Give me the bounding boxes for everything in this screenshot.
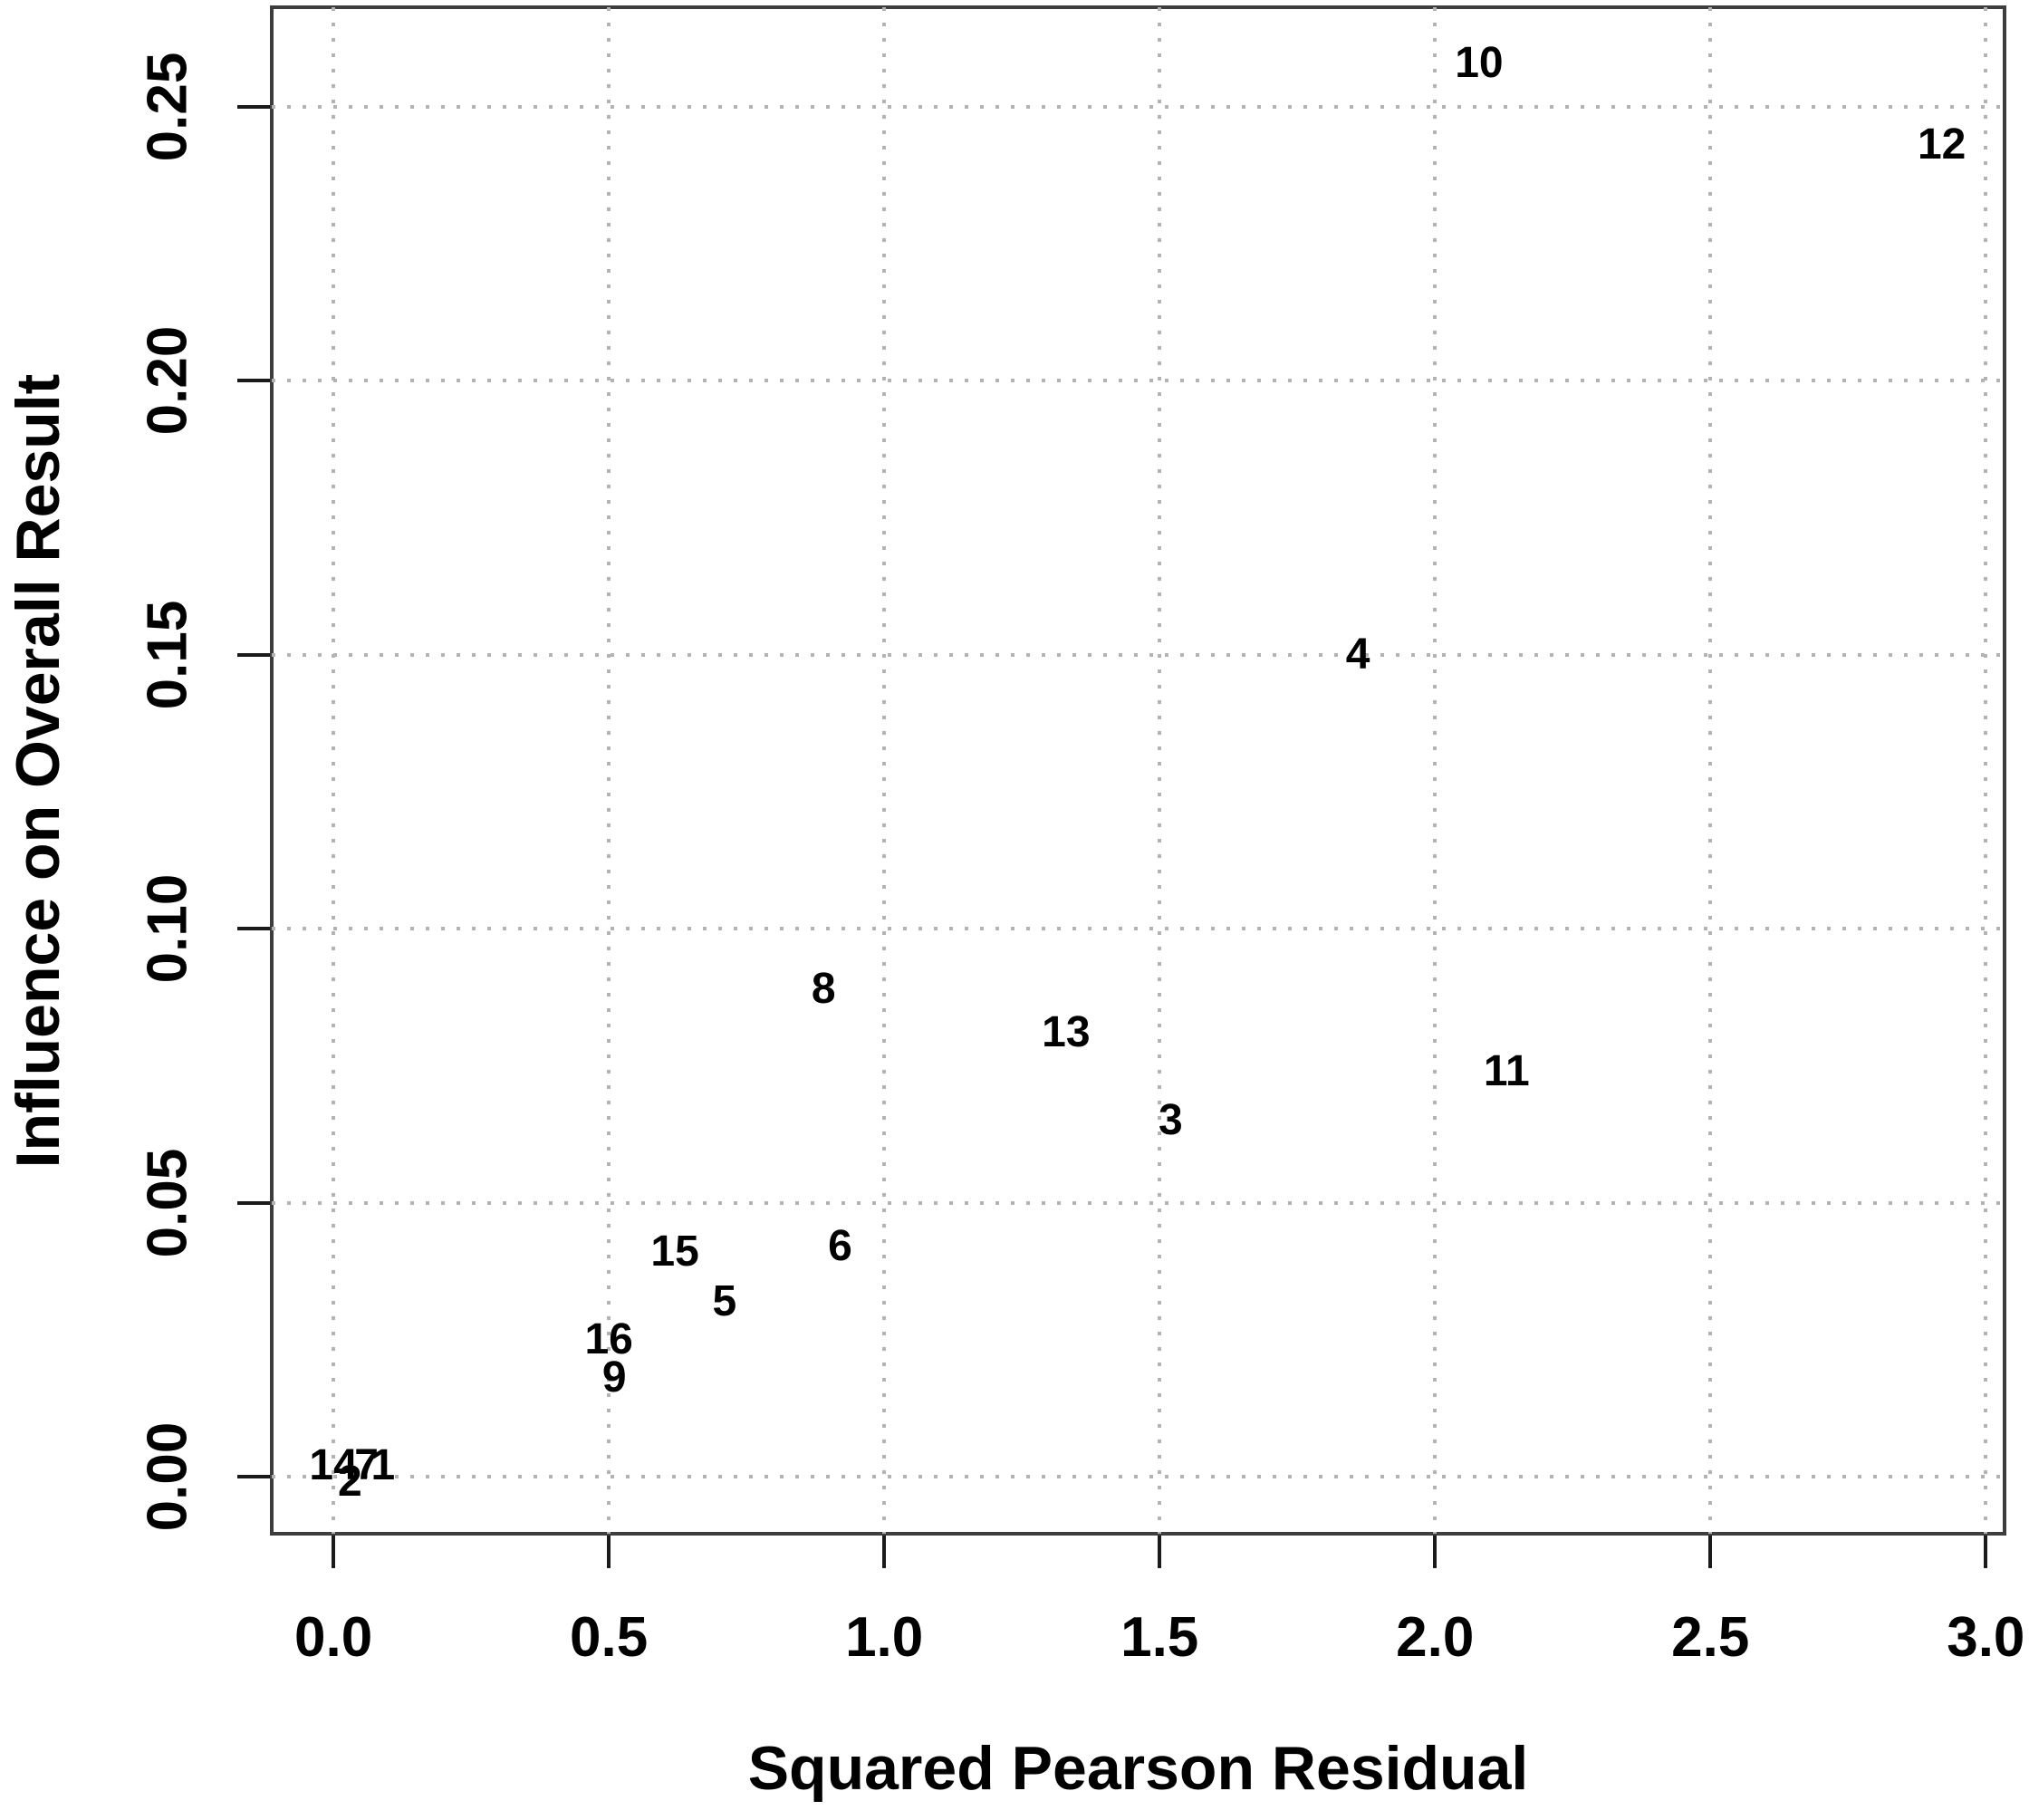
- y-tick-mark: [237, 105, 270, 110]
- point-label: 15: [650, 1228, 699, 1276]
- y-tick-label: 0.05: [136, 1148, 199, 1258]
- plot-border-box: [270, 5, 2006, 1536]
- y-gridline: [272, 927, 2005, 931]
- y-gridline: [272, 1475, 2005, 1479]
- x-tick-mark: [1158, 1536, 1162, 1568]
- y-axis-title: Influence on Overall Result: [4, 373, 72, 1168]
- x-tick-label: 3.0: [1947, 1606, 2025, 1669]
- y-tick-label: 0.10: [136, 873, 199, 984]
- x-tick-label: 0.0: [293, 1606, 373, 1669]
- x-gridline: [1984, 7, 1988, 1534]
- point-label: 2: [337, 1458, 362, 1507]
- y-tick-label: 0.15: [136, 600, 199, 710]
- y-tick-label: 0.25: [136, 52, 199, 162]
- y-tick-mark: [237, 1475, 270, 1479]
- point-label: 6: [828, 1222, 852, 1271]
- point-label: 14: [309, 1441, 358, 1489]
- point-label: 8: [811, 964, 836, 1013]
- x-gridline: [1158, 7, 1162, 1534]
- point-label: 3: [1159, 1095, 1183, 1144]
- point-label: 9: [601, 1353, 627, 1402]
- x-tick-mark: [1984, 1536, 1988, 1568]
- y-gridline: [272, 652, 2005, 657]
- x-gridline: [607, 7, 611, 1534]
- x-tick-label: 1.5: [1120, 1606, 1199, 1669]
- x-tick-mark: [332, 1536, 336, 1568]
- y-tick-mark: [237, 1200, 270, 1205]
- point-label: 16: [584, 1314, 633, 1363]
- x-tick-mark: [882, 1536, 887, 1568]
- x-tick-mark: [1433, 1536, 1438, 1568]
- y-gridline: [272, 379, 2005, 383]
- point-label: 5: [712, 1276, 737, 1325]
- x-tick-label: 0.5: [570, 1606, 649, 1669]
- point-label: 4: [1345, 630, 1370, 679]
- x-axis-title: Squared Pearson Residual: [747, 1734, 1529, 1803]
- x-tick-mark: [607, 1536, 611, 1568]
- y-tick-label: 0.00: [136, 1421, 199, 1532]
- point-label: 13: [1042, 1008, 1091, 1057]
- x-tick-label: 2.5: [1671, 1606, 1750, 1669]
- y-tick-label: 0.20: [136, 326, 199, 436]
- y-tick-mark: [237, 927, 270, 931]
- y-gridline: [272, 105, 2005, 110]
- point-label: 11: [1483, 1046, 1530, 1095]
- y-tick-mark: [237, 379, 270, 383]
- x-gridline: [882, 7, 887, 1534]
- point-label: 7: [354, 1441, 379, 1489]
- x-gridline: [1433, 7, 1438, 1534]
- point-label: 1: [370, 1441, 396, 1489]
- point-label: 10: [1455, 38, 1504, 87]
- point-label: 12: [1917, 120, 1966, 169]
- x-tick-label: 1.0: [845, 1606, 924, 1669]
- x-tick-label: 2.0: [1396, 1606, 1475, 1669]
- y-gridline: [272, 1200, 2005, 1205]
- x-tick-mark: [1708, 1536, 1713, 1568]
- x-gridline: [332, 7, 336, 1534]
- y-tick-mark: [237, 652, 270, 657]
- x-gridline: [1708, 7, 1713, 1534]
